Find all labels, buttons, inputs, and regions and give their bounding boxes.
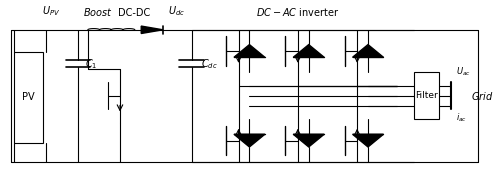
Polygon shape xyxy=(294,134,324,147)
Polygon shape xyxy=(352,45,384,57)
Text: $U_{dc}$: $U_{dc}$ xyxy=(168,4,186,18)
Text: $Boost$: $Boost$ xyxy=(83,6,112,18)
Text: $C_{dc}$: $C_{dc}$ xyxy=(200,57,218,71)
Polygon shape xyxy=(352,134,384,147)
Text: $Grid$: $Grid$ xyxy=(471,90,494,102)
Text: $U_{PV}$: $U_{PV}$ xyxy=(42,4,60,18)
Text: $U_{ac}$: $U_{ac}$ xyxy=(456,66,471,78)
Text: DC-DC: DC-DC xyxy=(118,8,150,18)
Polygon shape xyxy=(294,45,324,57)
Text: Filter: Filter xyxy=(415,91,438,100)
Polygon shape xyxy=(234,45,265,57)
FancyBboxPatch shape xyxy=(14,52,44,143)
Text: PV: PV xyxy=(22,92,35,103)
Text: $C_1$: $C_1$ xyxy=(86,57,98,71)
Polygon shape xyxy=(234,134,265,147)
Polygon shape xyxy=(141,26,163,33)
FancyBboxPatch shape xyxy=(414,72,438,120)
Text: $DC-AC$ inverter: $DC-AC$ inverter xyxy=(256,6,340,18)
Text: $i_{ac}$: $i_{ac}$ xyxy=(456,111,467,124)
